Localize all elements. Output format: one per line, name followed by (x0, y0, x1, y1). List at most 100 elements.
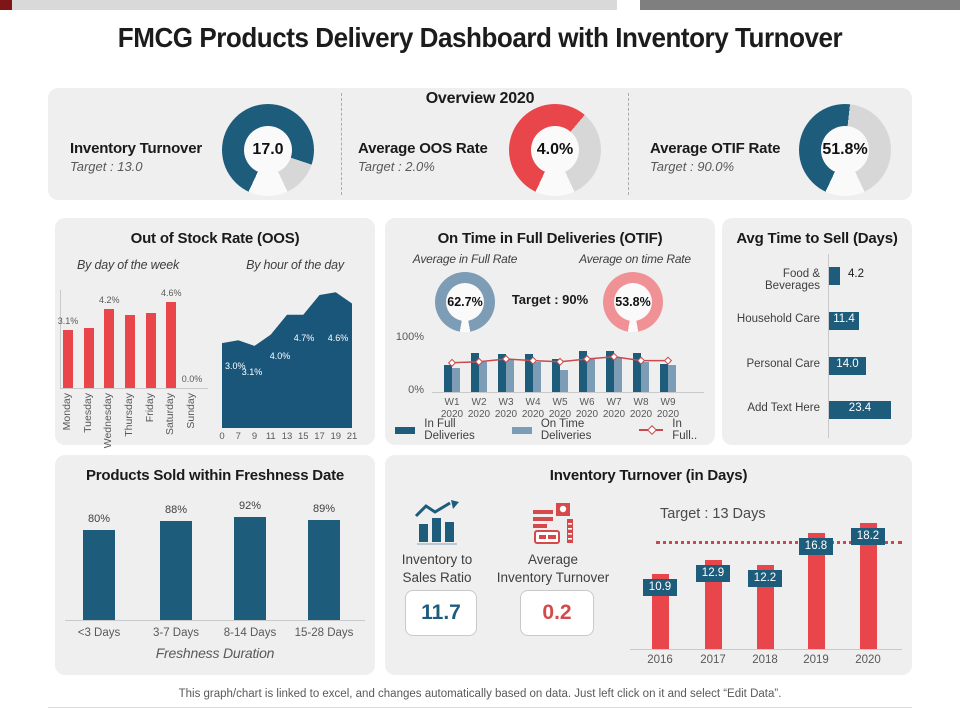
x-tick-label: W7 2020 (602, 397, 626, 420)
otif-left-donut-title: Average in Full Rate (412, 252, 518, 266)
bar (829, 267, 840, 285)
category-label: Household Care (736, 313, 820, 325)
x-tick-label: 8-14 Days (223, 627, 277, 639)
otif-title: On Time in Full Deliveries (OTIF) (437, 230, 663, 247)
kpi2-label-line1: Average (527, 552, 579, 567)
data-label: 23.4 (848, 402, 872, 414)
bar-in-full (633, 352, 641, 392)
x-tick-label: 2019 (803, 654, 829, 666)
otif-on-time-value: 53.8% (615, 295, 651, 309)
x-tick-label: <3 Days (77, 627, 121, 639)
otif-on-time-donut[interactable]: 53.8% (603, 272, 663, 332)
overview-separator-1 (341, 93, 342, 195)
data-label: 88% (164, 504, 188, 516)
bar-on-time (452, 367, 460, 392)
bar-on-time (587, 359, 595, 392)
freshness-title: Products Sold within Freshness Date (85, 467, 345, 484)
otif-ytick-0: 0% (408, 384, 424, 396)
page-title: FMCG Products Delivery Dashboard with In… (117, 22, 843, 53)
svg-text:3.1%: 3.1% (242, 367, 263, 377)
bar-on-time (641, 361, 649, 392)
data-label: 4.2% (99, 295, 120, 305)
bar-on-time (479, 361, 487, 392)
x-tick-label: W8 2020 (629, 397, 653, 420)
kpi1-label-line1: Inventory to (401, 552, 473, 567)
legend-line-marker (639, 425, 664, 435)
overview-title: Overview 2020 (425, 90, 535, 107)
bar-in-full (498, 354, 506, 392)
data-label: 11.4 (833, 313, 855, 325)
legend-label-line: In Full.. (672, 418, 698, 442)
category-label: Personal Care (746, 358, 820, 370)
overview-panel (48, 88, 912, 200)
otif-weekly-chart[interactable] (430, 330, 710, 392)
gauge1-target: Target : 13.0 (70, 159, 143, 174)
data-label-box: 18.2 (851, 528, 885, 545)
footer-rule (48, 707, 912, 708)
x-tick-label: W4 2020 (521, 397, 545, 420)
otif-ytick-100: 100% (395, 331, 424, 343)
bar-on-time (506, 359, 514, 392)
oos-by-hour-chart[interactable]: 3.0%3.1% 4.0%4.7% 4.6% (222, 285, 352, 428)
oos-by-day-chart[interactable]: 3.1% Monday Tuesday 4.2% Wednesday Thursday Fr… (55, 285, 225, 448)
x-tick-label: W2 2020 (467, 397, 491, 420)
target-line (656, 541, 902, 544)
data-label: 4.2 (848, 268, 864, 280)
x-tick-label: 9 (251, 431, 258, 442)
x-tick-label: Friday (143, 393, 156, 423)
kpi1-value-box[interactable]: 11.7 (405, 590, 477, 636)
x-tick-label: W3 2020 (494, 397, 518, 420)
data-label-box: 12.9 (696, 565, 730, 582)
gauge-otif-rate[interactable]: 51.8% (799, 104, 891, 196)
x-tick-label: 21 (346, 431, 358, 442)
freshness-xlabel: Freshness Duration (155, 645, 275, 661)
x-tick-label: 7 (235, 431, 241, 442)
svg-text:4.0%: 4.0% (270, 351, 291, 361)
category-label: Food & Beverages (765, 268, 820, 292)
kpi2-value-box[interactable]: 0.2 (520, 590, 594, 636)
inventory-axis-line (630, 649, 902, 650)
data-label: 80% (87, 513, 111, 525)
legend-label-in-full: In Full Deliveries (424, 418, 475, 442)
bar (145, 313, 156, 388)
gauge1-value: 17.0 (252, 141, 284, 158)
x-tick-label: 15-28 Days (294, 627, 354, 639)
gauge-inventory-turnover[interactable]: 17.0 (222, 104, 314, 196)
bar (83, 328, 94, 388)
gauge-oos-rate[interactable]: 4.0% (509, 104, 601, 196)
x-axis-line (60, 388, 208, 389)
bar-on-time (614, 356, 622, 392)
gauge3-value: 51.8% (822, 141, 868, 158)
otif-panel (385, 218, 715, 445)
avg-sell-title: Avg Time to Sell (Days) (736, 230, 898, 247)
x-tick-label: 2018 (752, 654, 778, 666)
otif-in-full-value: 62.7% (447, 295, 483, 309)
x-tick-label: 15 (297, 431, 309, 442)
bar (829, 357, 866, 375)
otif-in-full-donut[interactable]: 62.7% (435, 272, 495, 332)
bar (860, 523, 877, 649)
bar (160, 521, 192, 620)
kpi1-label: Inventory to Sales Ratio (377, 551, 497, 587)
gauge2-value: 4.0% (536, 141, 574, 158)
x-tick-label: 19 (330, 431, 342, 442)
data-label: 3.1% (57, 316, 79, 326)
inventory-sales-ratio-icon (414, 500, 459, 545)
bar (705, 560, 722, 649)
svg-text:4.7%: 4.7% (294, 333, 315, 343)
otif-legend: In Full Deliveries On Time Deliveries In… (395, 418, 707, 442)
otif-target-label: Target : 90% (511, 292, 589, 307)
x-tick-label: Saturday (164, 393, 177, 436)
gauge1-label: Inventory Turnover (70, 140, 202, 157)
data-label-box: 16.8 (799, 538, 833, 555)
bar (83, 530, 115, 620)
x-tick-label: W1 2020 (440, 397, 464, 420)
data-label: 92% (238, 500, 262, 512)
bar-in-full (606, 350, 614, 392)
data-label: 89% (312, 503, 336, 515)
bar-in-full (525, 354, 533, 392)
x-tick-label: 13 (281, 431, 293, 442)
x-tick-label: 11 (265, 431, 276, 442)
otif-line-series (447, 352, 673, 367)
